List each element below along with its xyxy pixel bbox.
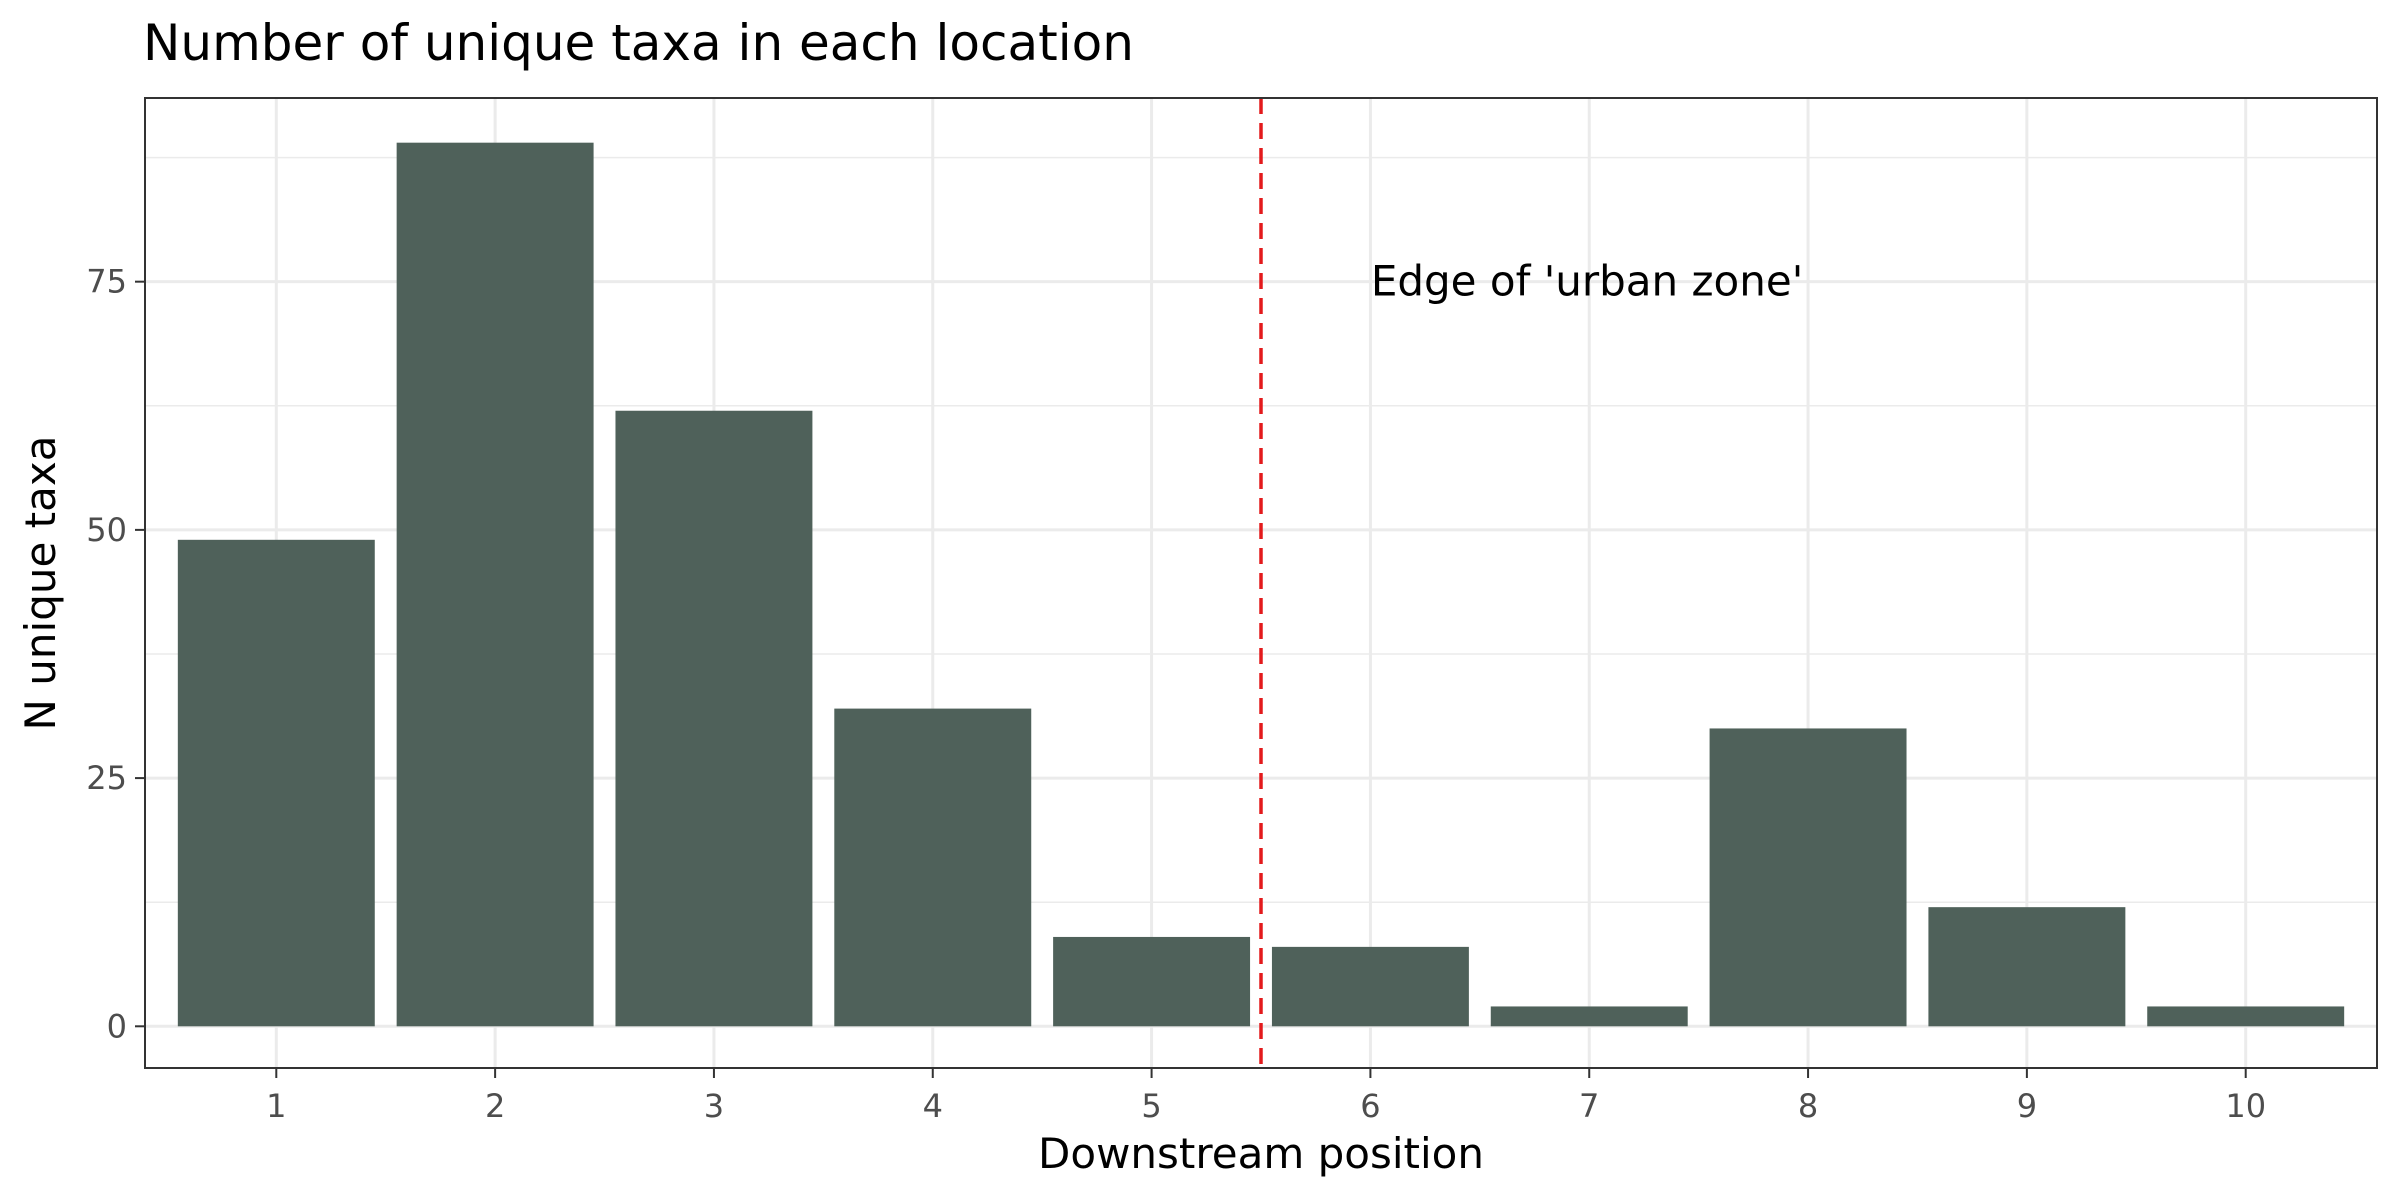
bar-position-2 bbox=[396, 142, 594, 1027]
x-tick-label: 5 bbox=[1141, 1087, 1161, 1125]
bar-position-5 bbox=[1053, 936, 1251, 1027]
x-tick-label: 9 bbox=[2017, 1087, 2037, 1125]
x-tick-label: 7 bbox=[1579, 1087, 1599, 1125]
bar-position-9 bbox=[1928, 907, 2126, 1027]
bars bbox=[177, 142, 2345, 1027]
urban-zone-annotation: Edge of 'urban zone' bbox=[1371, 257, 1803, 306]
x-tick-label: 8 bbox=[1798, 1087, 1818, 1125]
x-tick-label: 10 bbox=[2225, 1087, 2266, 1125]
chart-title: Number of unique taxa in each location bbox=[143, 14, 1134, 72]
bar-position-4 bbox=[834, 708, 1032, 1027]
x-tick-label: 1 bbox=[266, 1087, 286, 1125]
x-tick-label: 6 bbox=[1360, 1087, 1380, 1125]
y-tick-label: 25 bbox=[86, 759, 127, 797]
y-tick-label: 50 bbox=[86, 511, 127, 549]
bar-position-7 bbox=[1490, 1006, 1688, 1027]
y-tick-label: 75 bbox=[86, 263, 127, 301]
y-tick-label: 0 bbox=[107, 1007, 127, 1045]
bar-position-3 bbox=[615, 410, 813, 1027]
bar-position-10 bbox=[2147, 1006, 2345, 1027]
x-tick-label: 3 bbox=[704, 1087, 724, 1125]
bar-position-1 bbox=[177, 539, 375, 1027]
plot-panel-border bbox=[144, 97, 2378, 1069]
bar-position-8 bbox=[1709, 728, 1907, 1027]
bar-position-6 bbox=[1271, 946, 1469, 1027]
x-axis-title: Downstream position bbox=[1038, 1129, 1484, 1178]
x-tick-label: 2 bbox=[485, 1087, 505, 1125]
x-tick-label: 4 bbox=[923, 1087, 943, 1125]
axis-ticks: 0 25 50 75 1 2 3 4 5 6 7 8 9 10 bbox=[86, 263, 2266, 1125]
y-axis-title: N unique taxa bbox=[16, 436, 65, 731]
